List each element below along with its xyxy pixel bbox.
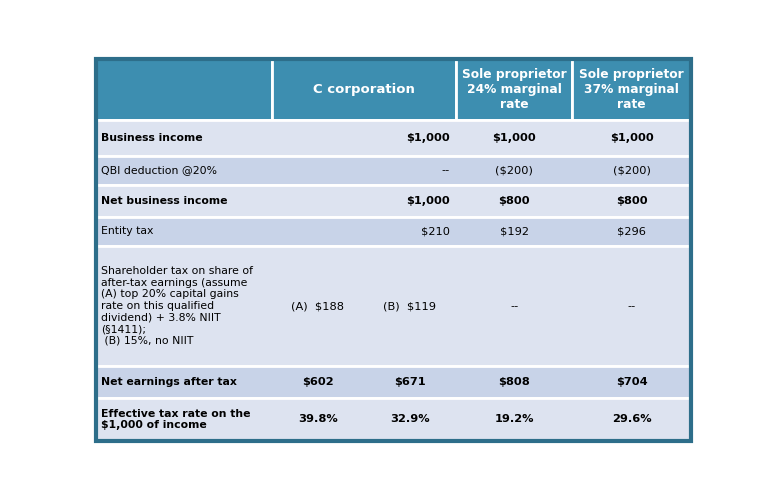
Text: $192: $192	[500, 227, 528, 237]
Text: $210: $210	[421, 227, 450, 237]
Text: Net business income: Net business income	[101, 196, 227, 206]
Text: $671: $671	[394, 377, 425, 387]
Bar	[96, 246, 691, 366]
Text: $296: $296	[617, 227, 646, 237]
Bar	[456, 59, 572, 119]
Bar	[96, 366, 691, 398]
Text: 39.8%: 39.8%	[298, 414, 338, 424]
Text: C corporation: C corporation	[313, 83, 415, 96]
Text: $1,000: $1,000	[610, 133, 654, 143]
Text: ($200): ($200)	[613, 165, 650, 176]
Bar	[272, 59, 456, 119]
Text: $808: $808	[498, 377, 530, 387]
Text: Net earnings after tax: Net earnings after tax	[101, 377, 237, 387]
Text: Shareholder tax on share of
after-tax earnings (assume
(A) top 20% capital gains: Shareholder tax on share of after-tax ea…	[101, 266, 253, 346]
Bar	[96, 59, 691, 119]
Text: 29.6%: 29.6%	[612, 414, 651, 424]
Bar	[96, 59, 272, 119]
Text: 19.2%: 19.2%	[495, 414, 534, 424]
Text: $704: $704	[616, 377, 647, 387]
Text: 32.9%: 32.9%	[390, 414, 430, 424]
Bar	[96, 185, 691, 217]
Bar	[96, 119, 691, 156]
Text: $800: $800	[616, 196, 647, 206]
Text: QBI deduction @20%: QBI deduction @20%	[101, 165, 217, 176]
Bar	[96, 398, 691, 441]
Text: $800: $800	[498, 196, 530, 206]
Bar	[572, 59, 691, 119]
Text: Sole proprietor
24% marginal
rate: Sole proprietor 24% marginal rate	[462, 68, 567, 111]
Text: $1,000: $1,000	[492, 133, 536, 143]
Text: $1,000: $1,000	[406, 133, 450, 143]
Text: Effective tax rate on the
$1,000 of income: Effective tax rate on the $1,000 of inco…	[101, 408, 250, 430]
Text: Business income: Business income	[101, 133, 203, 143]
Text: ($200): ($200)	[495, 165, 533, 176]
Bar	[96, 217, 691, 246]
Text: $602: $602	[302, 377, 333, 387]
Text: $1,000: $1,000	[406, 196, 450, 206]
Text: (B)  $119: (B) $119	[383, 301, 436, 311]
Text: Entity tax: Entity tax	[101, 227, 153, 237]
Text: (A)  $188: (A) $188	[291, 301, 344, 311]
Bar	[96, 156, 691, 185]
Text: --: --	[627, 301, 636, 311]
Text: --: --	[442, 165, 450, 176]
Text: --: --	[510, 301, 518, 311]
Text: Sole proprietor
37% marginal
rate: Sole proprietor 37% marginal rate	[579, 68, 684, 111]
